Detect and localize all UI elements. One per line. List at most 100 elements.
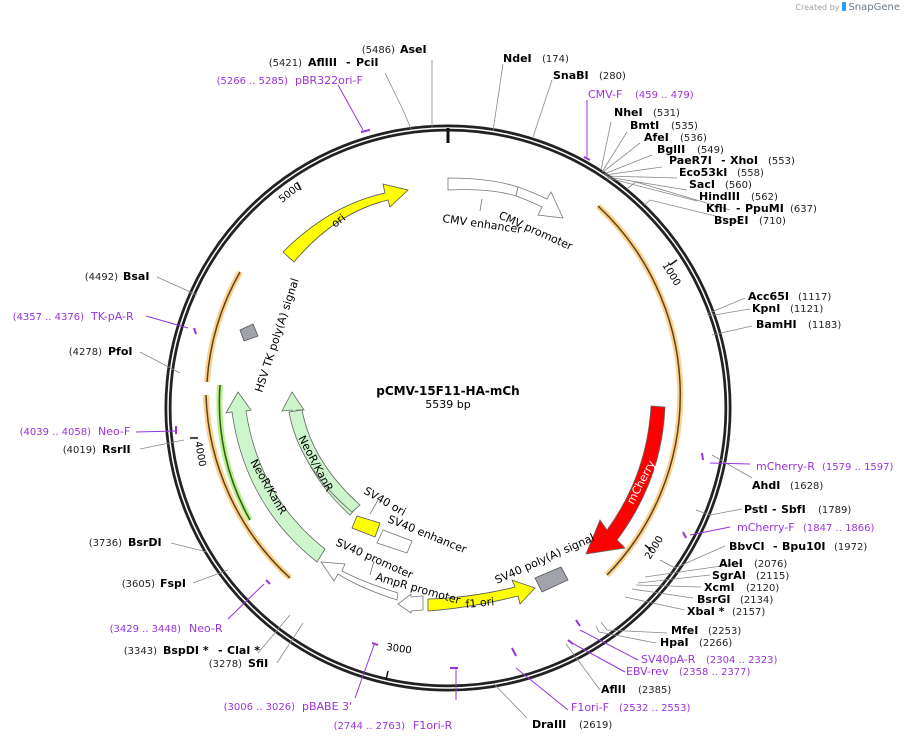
- enzyme-name-draiii[interactable]: DraIII: [532, 718, 566, 731]
- enzyme-name-xhoi[interactable]: XhoI: [730, 154, 758, 167]
- enzyme-name-sfii[interactable]: SfiI: [248, 657, 268, 670]
- enzyme-name-ndei[interactable]: NdeI: [503, 52, 532, 65]
- enzyme-asei[interactable]: (5486): [362, 45, 395, 56]
- enzyme-name-bsrdi[interactable]: BsrDI: [128, 536, 162, 549]
- enzyme-name-kpni[interactable]: KpnI: [752, 302, 780, 315]
- enzyme-sep-bbvci: -: [773, 540, 778, 553]
- primer-name-ebv-rev[interactable]: EBV-rev: [626, 665, 669, 678]
- enzyme-pos-acc65i: (1117): [798, 292, 831, 303]
- enzyme-name-bglii[interactable]: BglII: [657, 143, 685, 156]
- enzyme-pos: (5486): [362, 45, 395, 56]
- primer-range-pbabe3: (3006 .. 3026): [224, 702, 296, 713]
- primer-name-sv40pa-r[interactable]: SV40pA-R: [641, 653, 696, 666]
- enzyme-name-bsrgi[interactable]: BsrGI: [697, 593, 730, 606]
- enzyme-name-bpu10i[interactable]: Bpu10I: [782, 540, 826, 553]
- enzyme-pos-xbai: (2157): [732, 607, 765, 618]
- primer-range-f1ori-r: (2744 .. 2763): [334, 721, 406, 732]
- enzyme-pos-nhei: (531): [653, 108, 680, 119]
- enzyme-name-sgrai[interactable]: SgrAI: [712, 569, 746, 582]
- snapgene-logo-icon: [842, 2, 847, 11]
- enzyme-pos-bamhi: (1183): [808, 320, 841, 331]
- primer-name-neo-f[interactable]: Neo-F: [98, 425, 130, 438]
- primer-range-neo-r: (3429 .. 3448): [110, 624, 182, 635]
- feature-neor-kanr-inner[interactable]: NeoR/KanR: [281, 391, 361, 516]
- enzyme-name-paer7i[interactable]: PaeR7I: [669, 154, 712, 167]
- primer-range-f1ori-f: (2532 .. 2553): [619, 703, 691, 714]
- enzyme-name-bamhi[interactable]: BamHI: [756, 318, 797, 331]
- enzyme-name-alei[interactable]: AleI: [719, 557, 743, 570]
- feature-neor-kanr-outer[interactable]: NeoR/KanR: [225, 391, 326, 563]
- enzyme-leader-lines: [139, 60, 753, 719]
- enzyme-name-hindiii[interactable]: HindIII: [699, 190, 740, 203]
- enzyme-name-eco53ki[interactable]: Eco53kI: [679, 166, 727, 179]
- primer-name-f1ori-f[interactable]: F1ori-F: [571, 701, 609, 714]
- enzyme-pos-fspi: (3605): [122, 579, 155, 590]
- enzyme-name-asei[interactable]: AseI: [400, 43, 427, 56]
- enzyme-name-bbvci[interactable]: BbvCI: [729, 540, 765, 553]
- enzyme-pos-afei: (536): [680, 133, 707, 144]
- enzyme-name-mfei[interactable]: MfeI: [671, 624, 698, 637]
- orf-arcs: [203, 203, 684, 581]
- enzyme-pos-ppumi: (637): [790, 204, 817, 215]
- enzyme-name-pcii[interactable]: PciI: [356, 56, 378, 69]
- enzyme-name-nhei[interactable]: NheI: [614, 106, 643, 119]
- enzyme-name-sbfi[interactable]: SbfI: [781, 503, 806, 516]
- enzyme-name-fspi[interactable]: FspI: [160, 577, 186, 590]
- feature-sv40-enhancer[interactable]: SV40 enhancer: [376, 513, 469, 557]
- feature-ori[interactable]: ori: [282, 183, 409, 263]
- feature-cmv-enhancer[interactable]: CMV enhancer: [442, 177, 523, 236]
- enzyme-name-clai[interactable]: ClaI *: [227, 644, 260, 657]
- enzyme-name-pfoi[interactable]: PfoI: [108, 345, 133, 358]
- enzyme-name-hpai[interactable]: HpaI: [660, 636, 689, 649]
- primer-name-cmv-f[interactable]: CMV-F: [588, 88, 622, 101]
- enzyme-name-afei[interactable]: AfeI: [644, 131, 669, 144]
- primer-name-f1ori-r[interactable]: F1ori-R: [413, 719, 453, 732]
- enzyme-name-kfli[interactable]: KflI: [706, 202, 727, 215]
- enzyme-name-saci[interactable]: SacI: [689, 178, 715, 191]
- feature-sv40-polya[interactable]: SV40 poly(A) signal: [493, 531, 596, 593]
- primer-range-ebv-rev: (2358 .. 2377): [679, 667, 751, 678]
- feature-f1-ori[interactable]: f1 ori: [427, 579, 536, 612]
- enzyme-pos-snabi: (280): [599, 71, 626, 82]
- enzyme-pos-sfii: (3278): [209, 659, 242, 670]
- enzyme-name-acc65i[interactable]: Acc65I: [748, 290, 789, 303]
- enzyme-pos-sgrai: (2115): [756, 571, 789, 582]
- enzyme-name-rsrii[interactable]: RsrII: [102, 443, 131, 456]
- credit-brand: SnapGene: [848, 2, 900, 13]
- enzyme-name-afliii[interactable]: AflIII: [308, 56, 337, 69]
- enzyme-name-xcmi[interactable]: XcmI: [704, 581, 735, 594]
- primer-name-mcherry-r[interactable]: mCherry-R: [756, 460, 815, 473]
- enzyme-name-psti[interactable]: PstI: [744, 503, 768, 516]
- enzyme-pos-rsrii: (4019): [63, 445, 96, 456]
- primer-name-pbabe3[interactable]: pBABE 3': [302, 700, 352, 713]
- primer-name-pbr322ori-f[interactable]: pBR322ori-F: [295, 74, 363, 87]
- enzyme-pos-mfei: (2253): [708, 626, 741, 637]
- primer-range-pbr322ori-f: (5266 .. 5285): [217, 76, 289, 87]
- enzyme-name-bsai[interactable]: BsaI: [123, 270, 149, 283]
- plasmid-name: pCMV-15F11-HA-mCh: [376, 384, 519, 398]
- primer-name-tk-pa-r[interactable]: TK-pA-R: [90, 310, 134, 323]
- enzyme-name-xbai[interactable]: XbaI *: [687, 605, 725, 618]
- backbone-ring: [164, 124, 732, 692]
- enzyme-name-bmti[interactable]: BmtI: [630, 119, 659, 132]
- feature-label-neor-inner: NeoR/KanR: [295, 433, 335, 494]
- enzyme-pos-bsrdi: (3736): [89, 538, 122, 549]
- enzyme-pos-alei: (2076): [754, 559, 787, 570]
- primer-range-mcherry-r: (1579 .. 1597): [822, 462, 894, 473]
- feature-mcherry[interactable]: mCherry: [585, 405, 666, 555]
- enzyme-name-bspei[interactable]: BspEI: [714, 214, 748, 227]
- primer-name-neo-r[interactable]: Neo-R: [189, 622, 223, 635]
- enzyme-name-snabi[interactable]: SnaBI: [553, 69, 589, 82]
- enzyme-name-aflii[interactable]: AflII: [601, 683, 626, 696]
- tick-2000: 2000: [643, 534, 666, 561]
- enzyme-name-ppumi[interactable]: PpuMI: [745, 202, 784, 215]
- primer-range-mcherry-f: (1847 .. 1866): [803, 523, 875, 534]
- primer-name-mcherry-f[interactable]: mCherry-F: [737, 521, 795, 534]
- feature-hsv-tk-polya[interactable]: HSV TK poly(A) signal: [239, 277, 302, 394]
- enzyme-name-ahdi[interactable]: AhdI: [752, 479, 780, 492]
- tick-4000: 4000: [192, 441, 207, 468]
- enzyme-name-bspdi[interactable]: BspDI *: [163, 644, 209, 657]
- primer-labels: (5266 .. 5285) pBR322ori-F CMV-F (459 ..…: [13, 74, 894, 732]
- feature-cmv-promoter[interactable]: CMV promoter: [497, 186, 575, 253]
